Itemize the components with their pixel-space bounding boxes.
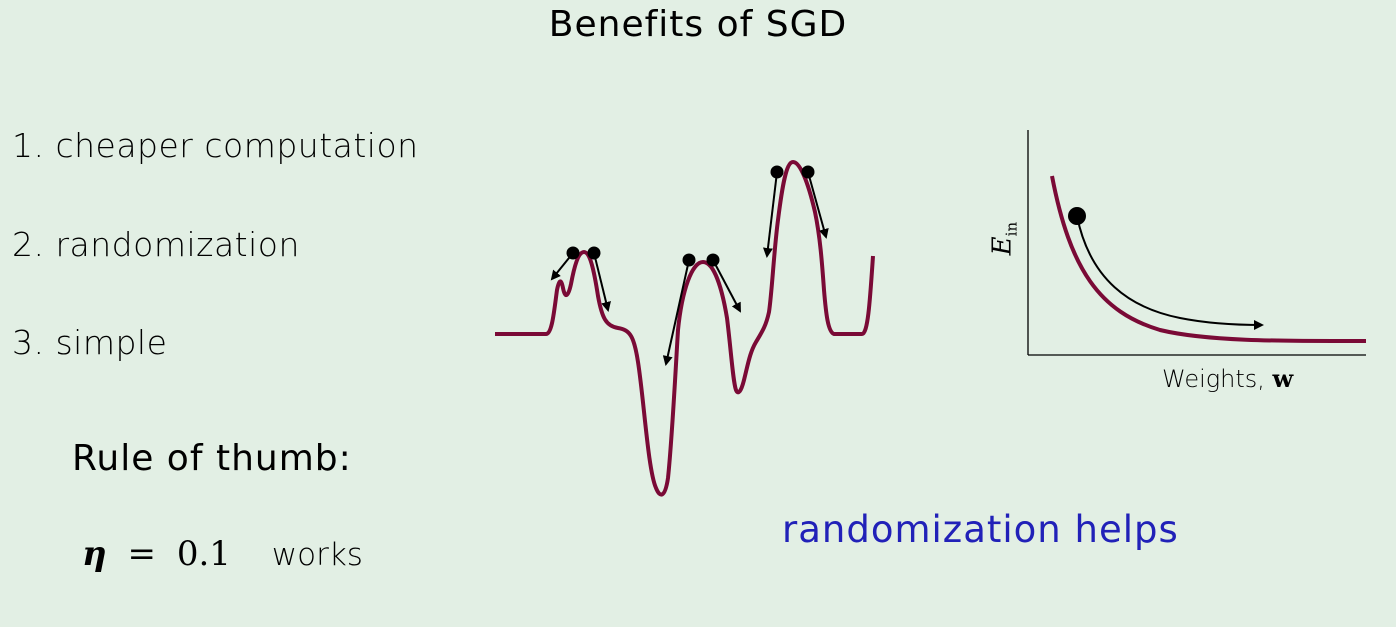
y-axis-label-main: E xyxy=(987,236,1018,256)
eta-symbol: η xyxy=(82,534,107,574)
error-surface-curve xyxy=(495,159,875,497)
works-label: works xyxy=(271,537,363,573)
benefit-item-2: 2. randomization xyxy=(12,225,300,264)
gradient-arrow xyxy=(712,259,741,313)
randomization-helps-text: randomization helps xyxy=(782,508,1179,551)
x-axis-label-text: Weights, xyxy=(1162,365,1273,393)
gradient-arrow xyxy=(593,252,611,312)
learning-rate-equation: η = 0.1 works xyxy=(82,534,363,574)
y-axis-label-subscript: in xyxy=(1002,221,1021,237)
gradient-arrow xyxy=(662,259,690,366)
gradient-arrow xyxy=(550,252,574,281)
equals-sign: = xyxy=(127,534,157,574)
x-axis-label-bold: w xyxy=(1272,364,1294,393)
rule-of-thumb-heading: Rule of thumb: xyxy=(72,438,352,479)
benefit-item-3: 3. simple xyxy=(12,323,168,362)
descent-path-arrow xyxy=(1076,215,1264,330)
ein-decay-curve xyxy=(1050,175,1367,344)
x-axis-label: Weights, w xyxy=(1162,364,1293,393)
eta-value: 0.1 xyxy=(176,534,231,574)
gradient-arrow xyxy=(807,171,829,239)
gradient-arrow xyxy=(762,171,778,258)
slide-title: Benefits of SGD xyxy=(548,4,848,45)
benefit-item-1: 1. cheaper computation xyxy=(12,126,419,165)
y-axis-label: Ein xyxy=(987,199,1020,279)
